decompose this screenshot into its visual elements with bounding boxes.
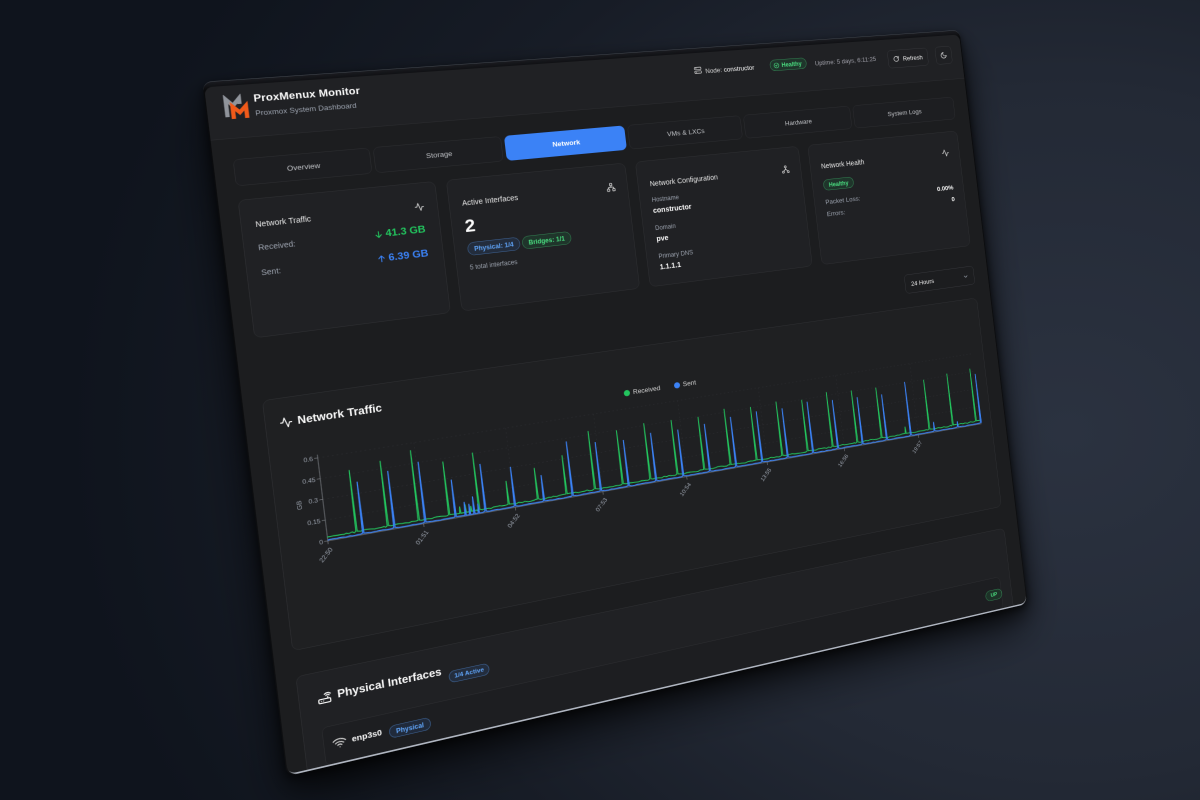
svg-text:22:50: 22:50 <box>319 547 335 564</box>
svg-text:16:56: 16:56 <box>837 454 849 469</box>
svg-text:0.6: 0.6 <box>303 456 313 464</box>
svg-text:0.15: 0.15 <box>307 519 321 528</box>
svg-text:19:57: 19:57 <box>912 440 924 455</box>
svg-text:13:55: 13:55 <box>760 467 773 482</box>
svg-text:0.45: 0.45 <box>302 477 316 486</box>
svg-text:07:53: 07:53 <box>595 497 609 513</box>
svg-text:10:54: 10:54 <box>679 482 692 498</box>
svg-text:0.3: 0.3 <box>308 498 318 506</box>
svg-text:0: 0 <box>319 539 324 546</box>
svg-text:GB: GB <box>296 500 304 511</box>
svg-text:04:52: 04:52 <box>507 513 522 529</box>
svg-text:01:51: 01:51 <box>415 530 430 547</box>
